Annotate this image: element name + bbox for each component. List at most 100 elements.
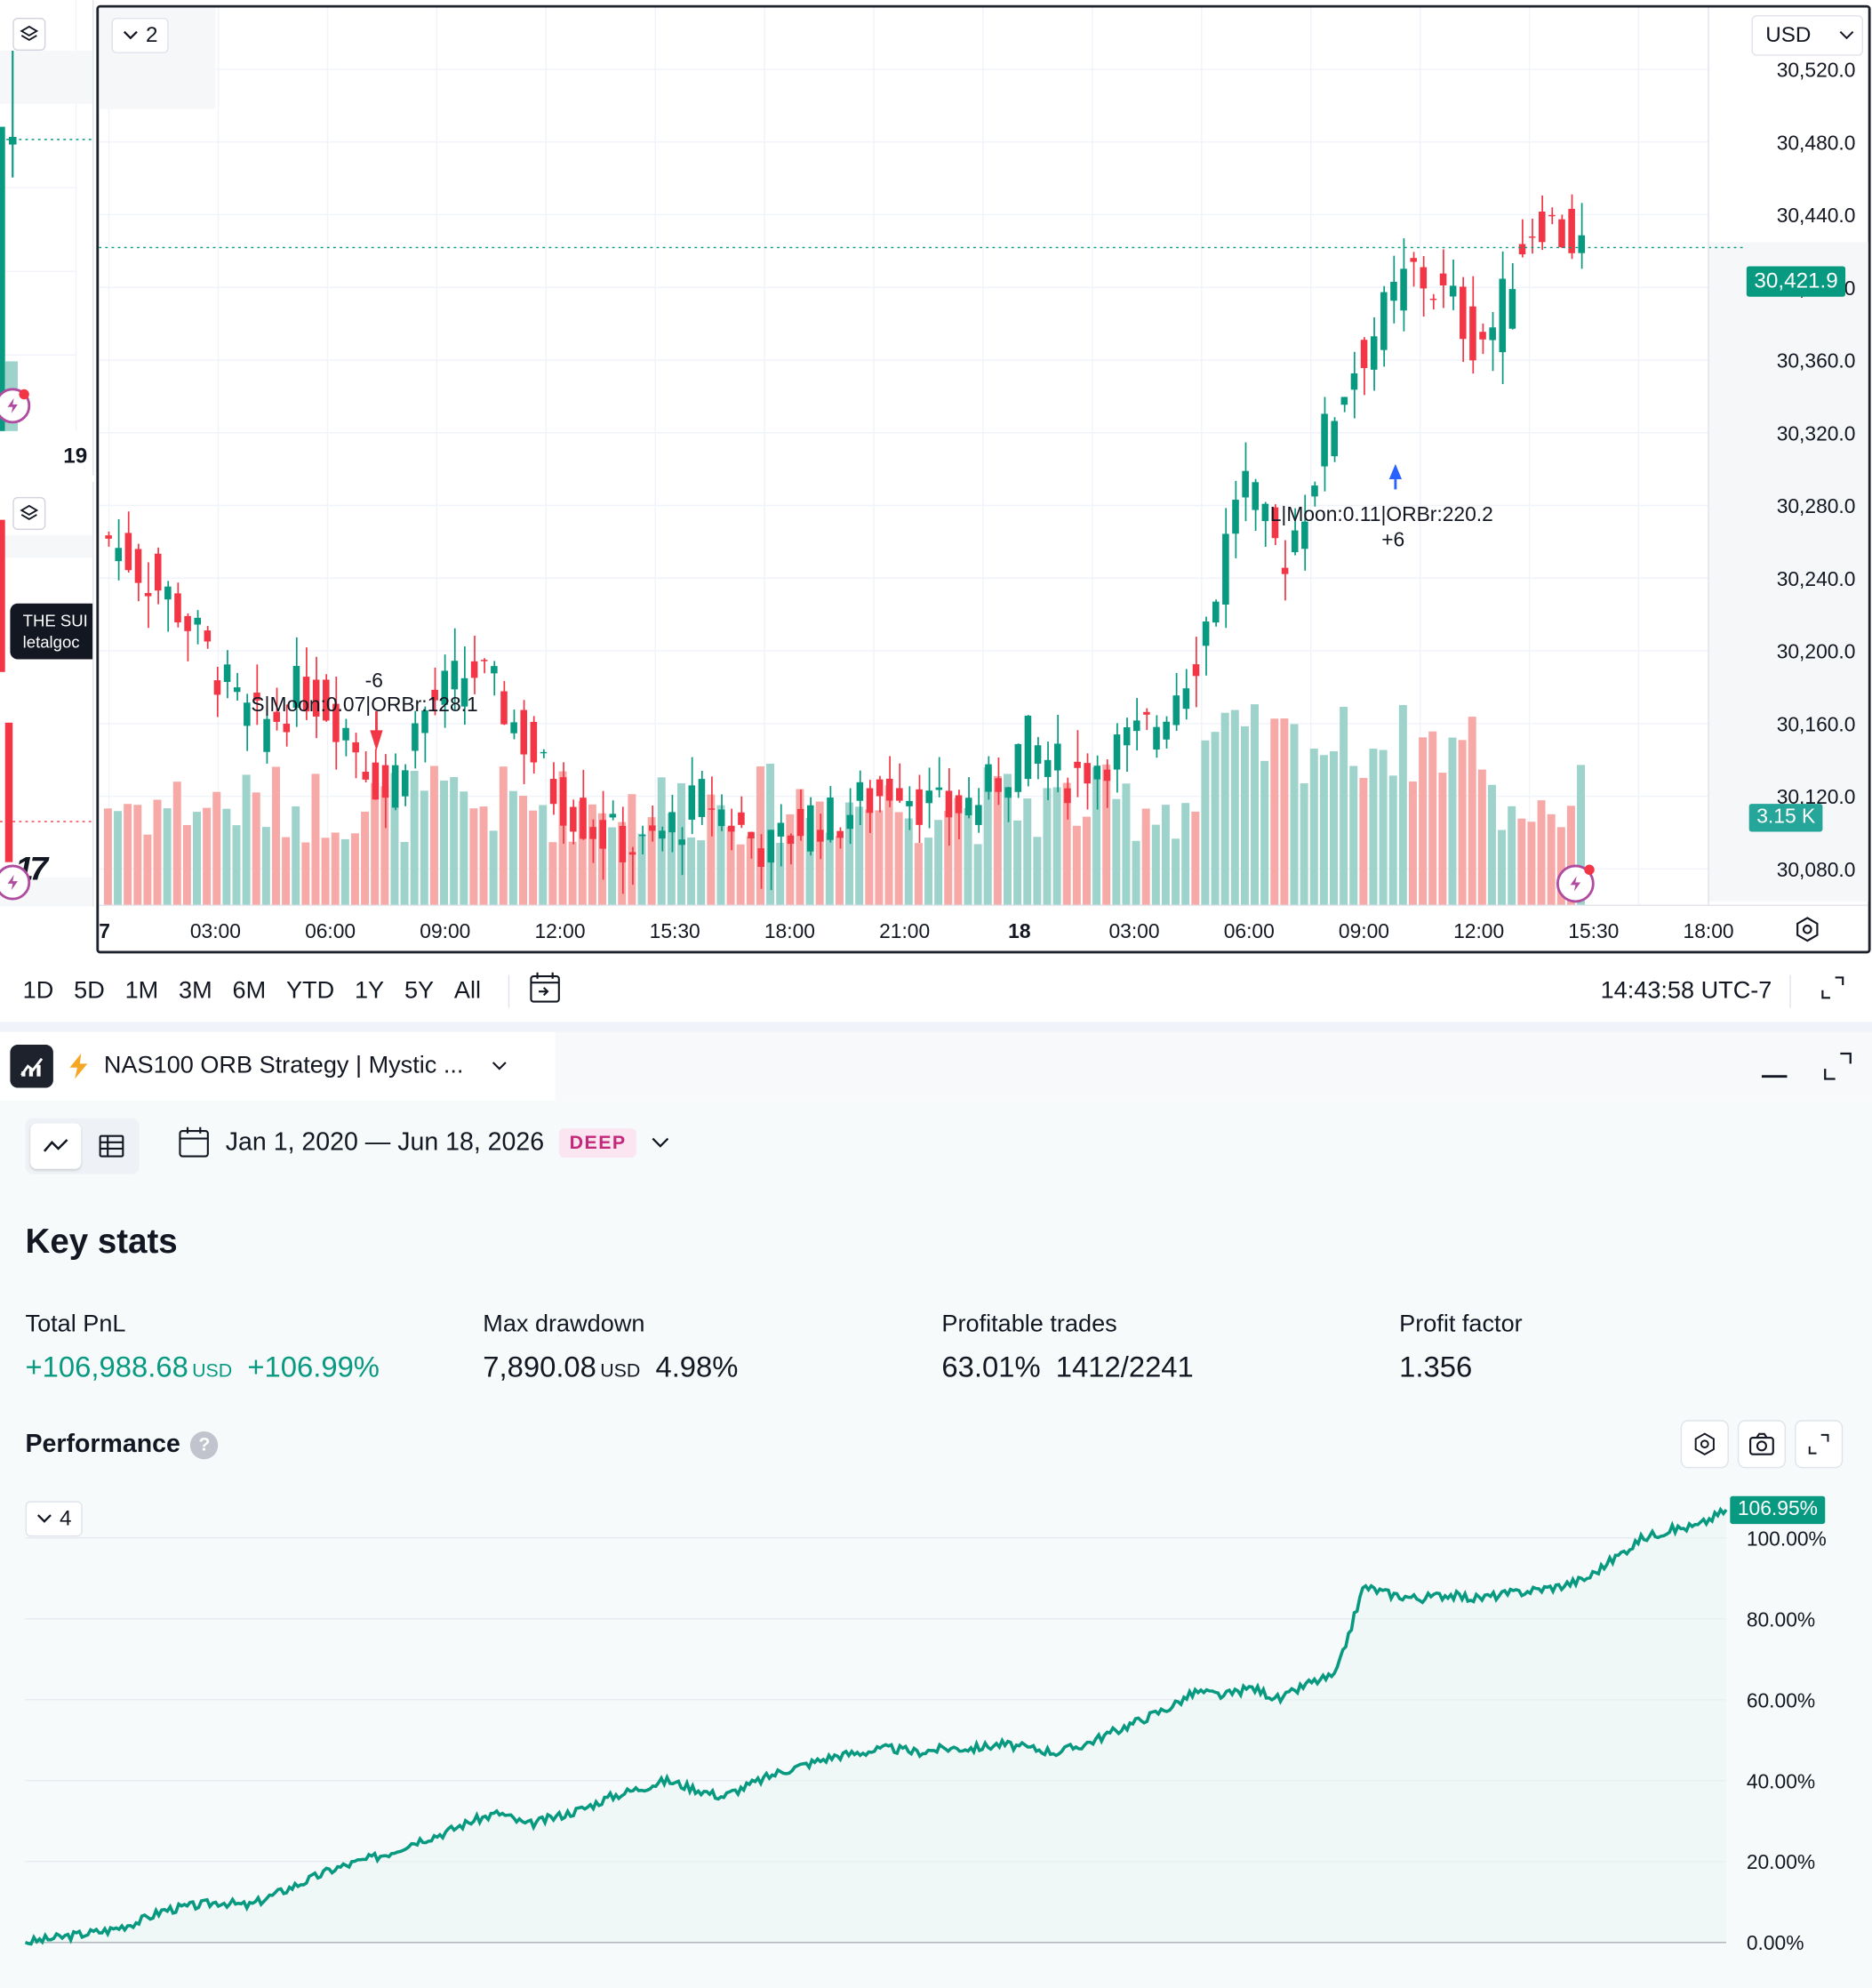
volume-bar (637, 833, 646, 906)
candle-body (1400, 269, 1407, 311)
volume-bar (1300, 783, 1308, 906)
time-tick-label: 09:00 (420, 919, 470, 942)
clock-label[interactable]: 14:43:58 UTC-7 (1600, 977, 1772, 1005)
tf-5y[interactable]: 5Y (404, 977, 435, 1005)
volume-bar (825, 832, 834, 906)
goto-date-button[interactable] (528, 970, 564, 1013)
date-range-text: Jan 1, 2020 — Jun 18, 2026 (225, 1127, 545, 1156)
tf-all[interactable]: All (453, 977, 482, 1005)
candlestick-chart[interactable]: 30,520.030,480.030,440.030,400.030,360.0… (99, 7, 1870, 954)
legend-collapse-button[interactable]: 2 (111, 17, 170, 53)
performance-expand-button[interactable] (1795, 1420, 1844, 1469)
candle-body (866, 788, 874, 814)
volume-bar (1102, 764, 1111, 906)
volume-bar (1349, 766, 1358, 906)
legend-count: 2 (145, 22, 158, 47)
tf-1y[interactable]: 1Y (354, 977, 385, 1005)
deep-badge: DEEP (559, 1127, 637, 1158)
candle-body (738, 812, 745, 825)
candle-body (1212, 601, 1220, 623)
volume-bar (469, 808, 478, 906)
maximize-button[interactable] (1821, 1050, 1854, 1089)
date-range-selector[interactable]: Jan 1, 2020 — Jun 18, 2026 DEEP (178, 1126, 669, 1158)
candle-body (599, 820, 606, 849)
candle-body (500, 691, 508, 725)
candle-body (233, 687, 241, 693)
volume-bar (252, 792, 260, 906)
help-icon[interactable]: ? (190, 1431, 219, 1459)
table-icon (99, 1134, 124, 1158)
volume-bar (1419, 737, 1428, 906)
volume-bar (114, 811, 123, 906)
candle-body (1202, 621, 1210, 646)
short-arrow-marker (370, 730, 383, 751)
volume-bar (875, 810, 884, 906)
tf-ytd[interactable]: YTD (285, 977, 335, 1005)
volume-bar (232, 825, 241, 906)
candle-body (925, 790, 933, 804)
strategy-tab[interactable]: NAS100 ORB Strategy | Mystic ... (0, 1031, 556, 1101)
volume-bar (1577, 765, 1586, 906)
candle-body (154, 553, 162, 591)
price-tick-label: 30,320.0 (1777, 421, 1856, 445)
chart-view-button[interactable] (30, 1123, 82, 1169)
candle-body (352, 741, 359, 753)
volume-bar (578, 800, 587, 906)
volume-bar (1112, 798, 1121, 906)
profitable-trades-value: 63.01% 1412/2241 (941, 1351, 1193, 1385)
chart-settings-button[interactable] (1794, 916, 1821, 950)
candle-body (559, 777, 567, 826)
left-bottom-pane[interactable]: THE SUI letalgoc 17 (0, 481, 94, 907)
volume-bar (924, 838, 933, 906)
candle-body (302, 677, 310, 712)
price-tick-label: 30,440.0 (1777, 204, 1856, 227)
time-tick-label: 06:00 (305, 919, 356, 942)
perf-legend-collapse-button[interactable]: 4 (25, 1501, 84, 1537)
candle-body (876, 779, 884, 797)
fullscreen-button[interactable] (1819, 974, 1846, 1009)
candle-body (955, 795, 963, 814)
candle-body (1093, 766, 1101, 780)
strategy-title: NAS100 ORB Strategy | Mystic ... (103, 1052, 464, 1079)
tf-1d[interactable]: 1D (22, 977, 54, 1005)
table-view-button[interactable] (86, 1123, 137, 1168)
snapshot-button[interactable] (1737, 1420, 1787, 1469)
performance-chart[interactable]: 100.00% 80.00% 60.00% 40.00% 20.00% 0.00% (0, 1101, 1872, 1988)
tf-6m[interactable]: 6M (232, 977, 267, 1005)
left-bottom-chart (0, 519, 93, 907)
volume-bar (450, 777, 459, 906)
time-tick-label: 18:00 (1684, 919, 1734, 942)
layers-button-2[interactable] (12, 496, 46, 531)
volume-bar (1340, 707, 1348, 906)
strategy-lightning-icon-2[interactable] (0, 864, 31, 901)
strategy-tester-header: NAS100 ORB Strategy | Mystic ... (0, 1031, 1872, 1101)
panel-separator[interactable] (0, 1022, 1872, 1032)
volume-bar (707, 794, 716, 906)
volume-bar (1388, 775, 1397, 906)
volume-bar (1319, 755, 1328, 906)
tf-3m[interactable]: 3M (179, 977, 212, 1005)
volume-bar (1240, 725, 1249, 906)
volume-bar (1379, 750, 1388, 906)
price-tick-label: 30,080.0 (1777, 858, 1856, 881)
main-chart-pane[interactable]: 30,520.030,480.030,440.030,400.030,360.0… (96, 4, 1871, 954)
layers-button[interactable] (12, 17, 46, 52)
volume-bar (796, 789, 804, 906)
volume-bar (904, 818, 913, 906)
performance-settings-button[interactable] (1680, 1420, 1729, 1469)
volume-bar (1359, 778, 1368, 906)
tf-5d[interactable]: 5D (74, 977, 105, 1005)
strategy-lightning-icon[interactable] (0, 388, 31, 424)
candle-body (945, 790, 953, 818)
currency-selector[interactable]: USD (1751, 15, 1864, 56)
volume-bar (964, 807, 972, 906)
left-top-pane[interactable]: 19 (0, 0, 94, 476)
volume-bar (756, 766, 764, 906)
volume-bar (983, 767, 992, 906)
volume-bar (1141, 808, 1150, 906)
tf-1m[interactable]: 1M (124, 977, 159, 1005)
price-tick-label: 30,240.0 (1777, 567, 1856, 590)
minimize-button[interactable] (1761, 1075, 1788, 1078)
candle-body (1479, 332, 1486, 340)
time-tick-label: 7 (99, 919, 110, 942)
